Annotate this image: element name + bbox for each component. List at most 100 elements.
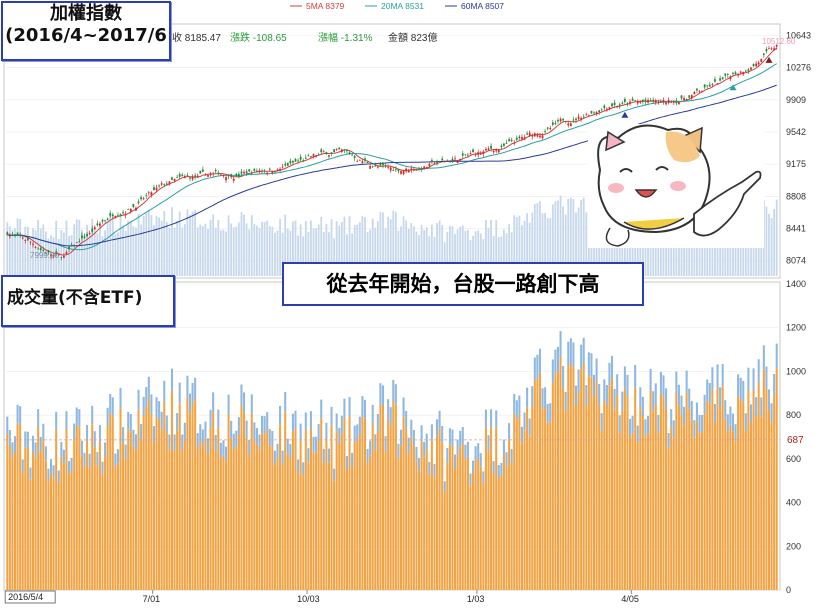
volume-bar-cap	[78, 409, 81, 428]
volume-bar	[214, 450, 217, 590]
volume-bar	[708, 403, 711, 590]
volume-bar-cap	[315, 436, 318, 453]
volume-bar	[649, 390, 652, 590]
candle-body	[742, 71, 745, 75]
volume-bar	[549, 421, 552, 590]
volume-bar-cap	[690, 401, 693, 420]
volume-bar-cap	[150, 394, 153, 414]
candle-body	[433, 163, 436, 164]
volume-bar	[546, 422, 549, 590]
volume-bar-cap	[124, 444, 127, 460]
volume-bar	[451, 445, 454, 590]
volume-bar-cap	[623, 366, 626, 389]
legend-5ma-label: 5MA 8379	[306, 1, 345, 11]
price-panel-volume-bar	[163, 211, 166, 276]
volume-bar	[533, 380, 536, 590]
candle-body	[158, 185, 161, 187]
cat-pointing-paw	[693, 170, 762, 237]
volume-bar-cap	[701, 414, 704, 433]
volume-bar	[677, 405, 680, 590]
volume-bar-cap	[65, 411, 68, 430]
price-panel-volume-bar	[523, 220, 526, 276]
volume-bar-cap	[397, 443, 400, 459]
volume-bar	[616, 395, 619, 590]
price-panel-volume-bar	[333, 238, 336, 276]
volume-bar	[446, 462, 449, 590]
price-panel-volume-bar	[544, 213, 547, 276]
price-panel-volume-bar	[402, 216, 405, 276]
price-panel-volume-bar	[227, 215, 230, 276]
volume-bar-cap	[613, 388, 616, 410]
volume-bar-cap	[724, 400, 727, 420]
info-line: 收 8185.47 漲跌 -108.65 漲幅 -1.31% 金額 823億	[172, 31, 437, 44]
price-panel-volume-bar	[698, 221, 701, 276]
volume-bar-cap	[263, 416, 266, 434]
volume-bar	[50, 472, 53, 590]
volume-bar	[248, 454, 251, 590]
volume-bar-cap	[73, 423, 76, 441]
volume-bar	[587, 376, 590, 590]
volume-bar-cap	[428, 462, 431, 475]
candle-body	[536, 134, 539, 137]
candle-body	[387, 166, 390, 168]
candle-body	[464, 154, 467, 156]
candle-body	[750, 67, 752, 70]
volume-bar	[441, 442, 444, 590]
price-panel-volume-bar	[276, 230, 279, 276]
volume-bar	[629, 436, 632, 590]
candle-body	[261, 170, 263, 172]
volume-bar-cap	[6, 416, 9, 434]
volume-bar	[65, 429, 68, 590]
volume-bar	[605, 405, 608, 590]
volume-bar-cap	[538, 348, 541, 373]
volume-bar-cap	[636, 425, 639, 442]
candle-body	[255, 170, 258, 172]
volume-bar-cap	[114, 453, 117, 468]
volume-bar-cap	[333, 468, 336, 481]
volume-chart-title: 成交量(不含ETF)	[7, 288, 143, 308]
volume-bar-cap	[683, 406, 686, 426]
volume-bar-cap	[106, 407, 109, 427]
price-panel-volume-bar	[513, 215, 516, 276]
candle-body	[744, 70, 747, 72]
candle-body	[6, 232, 9, 235]
volume-bar-cap	[590, 353, 593, 377]
candle-body	[456, 160, 459, 164]
price-panel-volume-bar	[392, 210, 395, 276]
volume-bar	[317, 440, 320, 590]
candle-body	[703, 84, 706, 88]
volume-bar	[397, 458, 400, 590]
price-panel-volume-bar	[281, 232, 284, 276]
candle-body	[8, 235, 11, 237]
price-panel-volume-bar	[773, 208, 776, 276]
candle-body	[513, 142, 516, 144]
volume-bar	[502, 454, 505, 590]
volume-bar-cap	[152, 426, 155, 443]
price-panel-volume-bar	[194, 210, 197, 276]
price-panel-volume-bar	[26, 226, 29, 276]
volume-bar-cap	[50, 459, 53, 473]
volume-bar	[654, 404, 657, 590]
volume-bar	[639, 407, 642, 590]
volume-bar	[755, 416, 758, 590]
price-panel-volume-bar	[173, 227, 176, 276]
volume-bar-cap	[526, 387, 529, 408]
price-panel-volume-bar	[631, 221, 634, 276]
volume-bar	[459, 446, 462, 590]
candle-body	[521, 137, 523, 140]
price-y-tick-label: 9175	[786, 159, 806, 169]
volume-bar-cap	[96, 452, 99, 466]
candle-body	[186, 175, 189, 176]
volume-bar	[70, 471, 73, 590]
volume-bar	[307, 462, 310, 590]
volume-bar	[271, 446, 274, 590]
price-panel-volume-bar	[302, 236, 305, 276]
price-panel-volume-bar	[320, 216, 323, 276]
legend-20ma-label: 20MA 8531	[381, 1, 424, 11]
candle-body	[297, 160, 299, 162]
candle-body	[518, 136, 521, 138]
price-panel-volume-bar	[6, 222, 9, 276]
volume-bar-cap	[644, 419, 647, 437]
volume-bar	[721, 386, 724, 590]
volume-bar-cap	[145, 387, 148, 408]
